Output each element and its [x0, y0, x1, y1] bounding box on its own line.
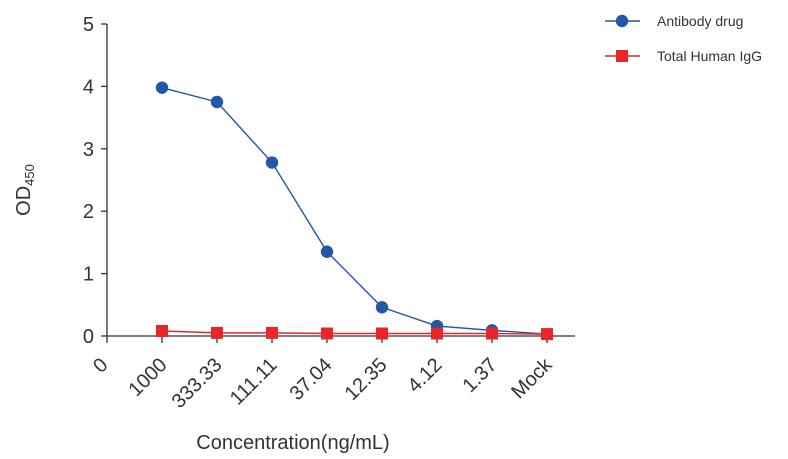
data-point-square	[431, 327, 443, 340]
x-tick-label: 333.33	[168, 354, 227, 413]
data-point-circle	[210, 95, 224, 109]
series-2	[156, 325, 553, 341]
x-tick-label: 12.35	[341, 354, 392, 405]
legend-marker-square	[616, 50, 628, 62]
series-1	[155, 81, 554, 341]
y-tick-label: 1	[83, 264, 94, 286]
y-tick-label: 4	[83, 76, 94, 98]
y-tick-label: 2	[83, 201, 94, 223]
data-point-square	[321, 327, 333, 340]
legend-label: Antibody drug	[657, 13, 743, 29]
data-point-circle	[265, 156, 279, 169]
x-tick-label: Mock	[507, 353, 557, 403]
y-tick-label: 0	[83, 326, 94, 348]
x-axis-label: Concentration(ng/mL)	[196, 432, 389, 454]
data-point-square	[486, 327, 498, 340]
series-line	[161, 330, 548, 335]
y-axis-label: OD450	[13, 164, 37, 216]
y-tick-label: 3	[83, 139, 94, 161]
legend-label: Total Human IgG	[657, 48, 762, 64]
x-tick-label: 37.04	[286, 354, 337, 405]
data-point-circle	[320, 245, 334, 258]
data-point-square	[376, 327, 388, 340]
data-point-circle	[155, 81, 169, 94]
data-point-square	[211, 326, 223, 339]
data-point-square	[541, 328, 553, 341]
x-tick-label: 4.12	[403, 354, 446, 397]
y-tick-label: 5	[83, 14, 94, 36]
series-layer	[155, 81, 554, 341]
x-tick-label: 111.11	[226, 354, 282, 410]
data-point-circle	[375, 301, 389, 314]
x-tick-label: 0	[89, 354, 112, 377]
y-axis-label-main: OD	[13, 186, 35, 216]
legend: Antibody drug Total Human IgG	[605, 13, 762, 64]
x-tick-label: 1.37	[458, 354, 501, 397]
x-tick-label: 1000	[125, 354, 172, 401]
legend-marker-circle	[615, 14, 629, 28]
data-point-square	[156, 325, 168, 338]
series-line	[161, 86, 548, 335]
data-point-square	[266, 326, 278, 339]
y-axis-label-subscript: 450	[22, 164, 37, 186]
